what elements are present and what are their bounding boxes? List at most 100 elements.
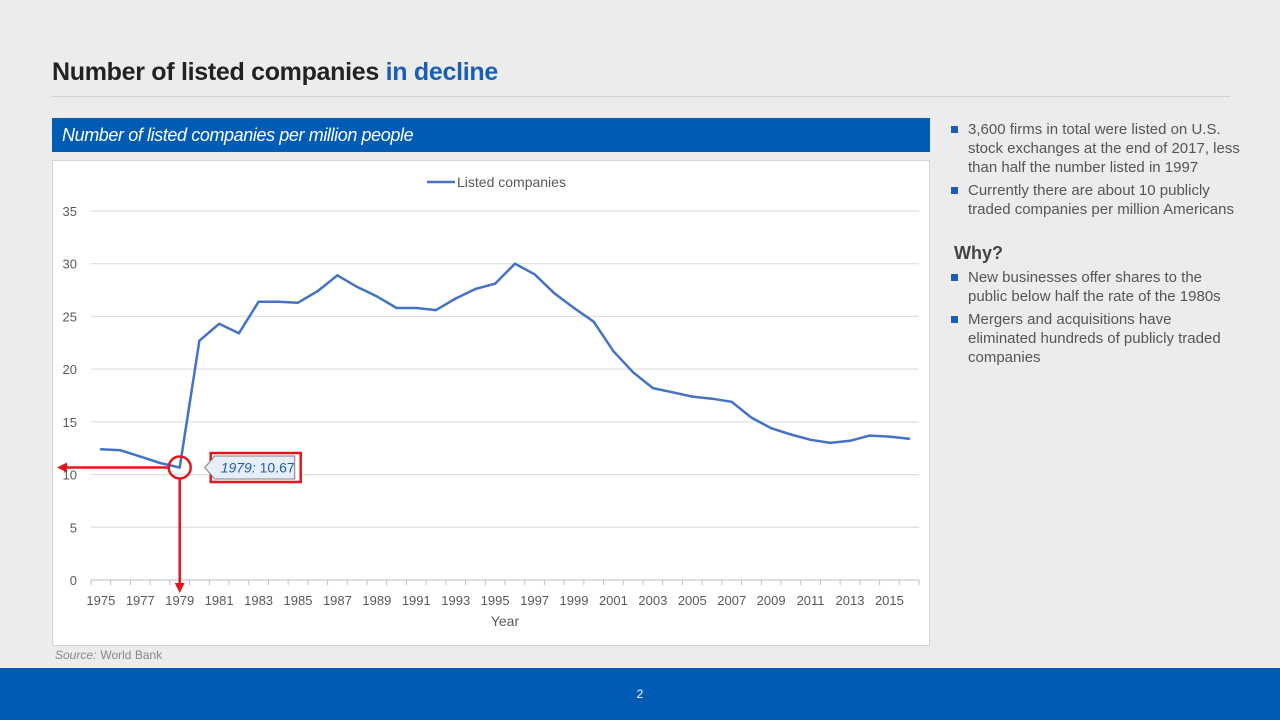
data-point [533, 273, 536, 276]
data-point [316, 289, 319, 293]
highlight-circle [167, 455, 192, 480]
legend-label: Listed companies [457, 174, 566, 190]
why-heading: Why? [954, 243, 1003, 263]
x-tick-label: 2011 [797, 593, 825, 608]
data-point [237, 332, 241, 335]
source-note: Source: World Bank [55, 648, 162, 662]
x-tick-label: 1979 [165, 593, 194, 608]
data-point [99, 448, 103, 451]
x-tick-label: 1975 [86, 593, 115, 608]
highlight-annotation: 1979: 10.67 [57, 451, 302, 593]
data-point [789, 433, 793, 436]
bullet-square-icon [951, 126, 958, 133]
data-point [178, 466, 181, 469]
series-line-listed-companies [100, 262, 910, 469]
page-number: 2 [636, 687, 644, 701]
data-point [907, 437, 911, 440]
data-point [493, 282, 497, 285]
callout-label: 1979: 10.67 [221, 460, 295, 476]
x-tick-label: 1999 [560, 593, 589, 608]
bullet-text: Currently there are about 10 publicly tr… [968, 182, 1234, 218]
data-point [355, 285, 359, 289]
callout-year: 1979: [221, 460, 256, 476]
data-point [809, 438, 812, 441]
data-point [592, 320, 595, 323]
x-tick-label: 1987 [323, 593, 352, 608]
horizontal-arrow-head [57, 462, 67, 473]
y-tick-label: 30 [63, 257, 77, 272]
x-tick-label: 1995 [481, 593, 510, 608]
data-point [612, 350, 615, 353]
data-point [651, 386, 655, 390]
y-tick-label: 35 [63, 204, 77, 219]
y-tick-label: 25 [63, 309, 77, 324]
legend: Listed companies [427, 174, 566, 190]
data-point [829, 441, 832, 445]
bullet-item: New businesses offer shares to the publi… [950, 268, 1240, 306]
x-tick-label: 2009 [757, 593, 786, 608]
data-point [691, 395, 694, 398]
title-accent: in decline [385, 58, 499, 86]
x-axis-ticks: 1975 1977 1979 1981 1983 1985 1987 1989 1991 1993… [86, 580, 920, 608]
x-tick-label: 2015 [875, 593, 904, 608]
bullet-text: Mergers and acquisitions have eliminated… [968, 311, 1221, 366]
data-point [513, 262, 517, 265]
data-point [395, 306, 398, 310]
data-point [572, 306, 576, 310]
x-tick-label: 1991 [402, 593, 431, 608]
bullet-text: 3,600 firms in total were listed on U.S.… [968, 121, 1240, 176]
x-tick-label: 1993 [441, 593, 470, 608]
x-tick-label: 1985 [284, 593, 313, 608]
vertical-arrow-head [174, 583, 185, 593]
data-point [750, 416, 753, 419]
bullet-item: Mergers and acquisitions have eliminated… [950, 310, 1240, 367]
y-tick-label: 0 [70, 573, 77, 588]
x-tick-label: 1977 [126, 593, 155, 608]
footer-bar: 2 [0, 668, 1280, 720]
data-point [848, 439, 852, 442]
title-divider [52, 96, 1230, 97]
x-tick-label: 2013 [836, 593, 865, 608]
bullet-item: 3,600 firms in total were listed on U.S.… [950, 120, 1240, 177]
data-point [631, 371, 635, 374]
data-point [415, 306, 418, 310]
data-point [139, 455, 142, 458]
chart-panel: 0 5 10 15 20 25 30 35 1975 1977 1979 1981 1983 1985 1… [52, 160, 930, 646]
x-tick-label: 2003 [638, 593, 667, 608]
y-tick-label: 15 [63, 415, 77, 430]
data-point [710, 397, 714, 400]
data-point [769, 427, 773, 430]
series-points [99, 262, 911, 469]
bullet-square-icon [951, 187, 958, 194]
data-point [336, 274, 339, 277]
data-point [198, 339, 201, 342]
data-point [474, 287, 477, 291]
y-tick-label: 20 [63, 362, 77, 377]
bullet-text: New businesses offer shares to the publi… [968, 269, 1221, 305]
title-main: Number of listed companies [52, 58, 379, 86]
x-tick-label: 2007 [717, 593, 746, 608]
data-point [553, 292, 556, 295]
data-point [434, 308, 438, 312]
data-point [868, 434, 871, 437]
data-point [257, 300, 260, 303]
source-value: World Bank [100, 648, 163, 662]
data-point [217, 322, 221, 325]
data-point [375, 295, 379, 298]
bullet-square-icon [951, 274, 958, 281]
chart-title-banner: Number of listed companies per million p… [52, 118, 930, 152]
data-point [277, 300, 280, 303]
x-tick-label: 1983 [244, 593, 273, 608]
y-tick-label: 5 [70, 520, 77, 535]
data-point [296, 301, 300, 304]
x-tick-label: 2001 [599, 593, 628, 608]
callout-value: 10.67 [260, 460, 295, 476]
x-tick-label: 2005 [678, 593, 707, 608]
data-point [119, 449, 122, 452]
bullet-item: Currently there are about 10 publicly tr… [950, 181, 1240, 219]
data-point [888, 435, 891, 438]
x-tick-label: 1989 [362, 593, 391, 608]
source-label: Source: [55, 648, 97, 662]
